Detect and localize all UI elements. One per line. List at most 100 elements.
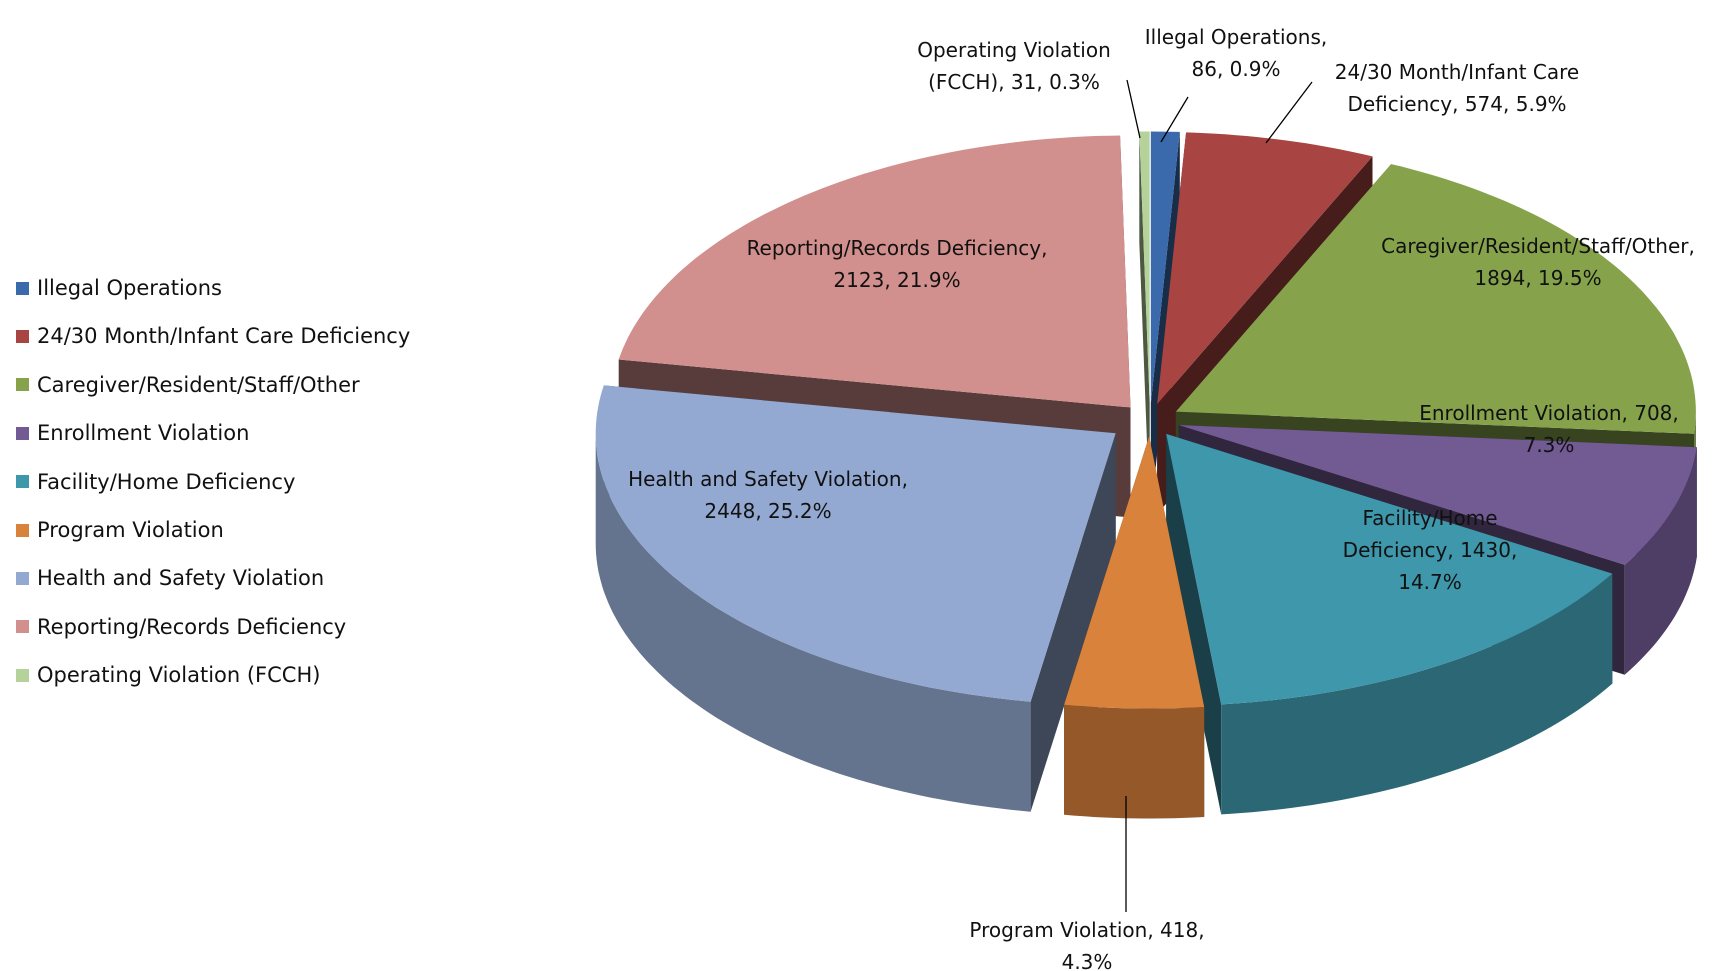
leader-line [1160, 96, 1189, 143]
label-sep: , [1621, 401, 1628, 425]
label-value: 418 [1160, 918, 1199, 942]
label-name: 24/30 Month/Infant Care Deficiency [1334, 60, 1580, 116]
legend-swatch [16, 475, 29, 489]
label-value: 86 [1191, 57, 1217, 81]
label-value: 2448 [704, 499, 756, 523]
label-sep: , [998, 70, 1005, 94]
label-percent: 0.9% [1229, 57, 1281, 81]
legend-label: Enrollment Violation [37, 421, 250, 446]
data-label: 24/30 Month/Infant Care Deficiency, 574,… [1307, 56, 1607, 120]
label-value: 31 [1010, 70, 1037, 94]
slice-cut-face [1166, 433, 1222, 815]
slice [1150, 131, 1180, 404]
legend-swatch [16, 281, 29, 295]
label-name: Reporting/Records Deficiency [746, 236, 1042, 260]
slice [1139, 131, 1150, 404]
legend-label: Health and Safety Violation [37, 566, 325, 591]
slice-side [1064, 704, 1205, 819]
label-sep: , [1503, 92, 1510, 116]
legend-swatch [16, 668, 29, 682]
legend-label: 24/30 Month/Infant Care Deficiency [37, 324, 411, 349]
data-label: Enrollment Violation, 708, 7.3% [1404, 397, 1694, 461]
label-sep: , [1320, 25, 1328, 49]
label-percent: 0.3% [1049, 70, 1100, 94]
label-sep: , [1198, 918, 1205, 942]
data-label: Health and Safety Violation, 2448, 25.2% [608, 463, 928, 527]
legend-label: Facility/Home Deficiency [37, 469, 296, 494]
label-sep: , [1510, 538, 1518, 562]
label-sep: , [901, 467, 908, 491]
label-sep: , [1672, 401, 1679, 425]
legend-label: Operating Violation (FCCH) [37, 663, 321, 688]
label-percent: 25.2% [768, 499, 832, 523]
slice-side [595, 433, 1031, 812]
legend-item: Illegal Operations [16, 276, 222, 300]
data-label: Facility/Home Deficiency, 1430, 14.7% [1330, 502, 1530, 598]
label-sep: , [884, 268, 891, 292]
label-sep: , [1688, 234, 1695, 258]
slice-cut-face [1139, 131, 1150, 514]
slice [1064, 436, 1205, 709]
label-sep: , [1452, 92, 1459, 116]
label-sep: , [1216, 57, 1224, 81]
label-name: Health and Safety Violation [628, 467, 902, 491]
label-name: Enrollment Violation [1419, 401, 1622, 425]
label-name: Program Violation [969, 918, 1148, 942]
legend-item: Program Violation [16, 518, 224, 542]
data-label: Program Violation, 418, 4.3% [947, 914, 1227, 971]
legend-swatch [16, 571, 29, 585]
label-sep: , [1041, 236, 1048, 260]
leader-line [1126, 79, 1141, 139]
label-percent: 5.9% [1515, 92, 1567, 116]
slice [1166, 433, 1613, 705]
label-sep: , [755, 499, 762, 523]
label-sep: , [1525, 266, 1532, 290]
legend-item: 24/30 Month/Infant Care Deficiency [16, 324, 410, 348]
label-percent: 19.5% [1538, 266, 1602, 290]
legend-swatch [16, 426, 29, 440]
label-sep: , [1036, 70, 1043, 94]
data-label: Operating Violation (FCCH), 31, 0.3% [904, 34, 1124, 98]
label-name: Caregiver/Resident/Staff/Other [1381, 234, 1689, 258]
legend-swatch [16, 523, 29, 537]
label-sep: , [1147, 918, 1154, 942]
label-name: Operating Violation (FCCH) [917, 38, 1111, 94]
slice [1178, 425, 1697, 565]
legend-label: Program Violation [37, 518, 224, 542]
legend-item: Enrollment Violation [16, 421, 249, 445]
legend-label: Caregiver/Resident/Staff/Other [37, 372, 360, 397]
legend-item: Facility/Home Deficiency [16, 470, 295, 494]
label-value: 708 [1634, 401, 1673, 425]
label-sep: , [1447, 538, 1454, 562]
legend-label: Illegal Operations [37, 276, 222, 300]
label-percent: 21.9% [897, 268, 961, 292]
label-percent: 7.3% [1523, 433, 1575, 457]
legend-item: Operating Violation (FCCH) [16, 663, 320, 687]
slice [1157, 132, 1373, 404]
label-value: 1894 [1474, 266, 1526, 290]
legend-item: Caregiver/Resident/Staff/Other [16, 373, 360, 397]
legend-label: Reporting/Records Deficiency [37, 614, 347, 639]
label-value: 2123 [833, 268, 885, 292]
data-label: Caregiver/Resident/Staff/Other, 1894, 19… [1363, 230, 1713, 294]
label-percent: 14.7% [1398, 570, 1462, 594]
legend-swatch [16, 378, 29, 392]
legend-item: Health and Safety Violation [16, 566, 324, 590]
legend-swatch [16, 620, 29, 634]
data-label: Reporting/Records Deficiency, 2123, 21.9… [732, 232, 1062, 296]
label-name: Illegal Operations [1144, 25, 1321, 49]
label-percent: 4.3% [1061, 950, 1113, 971]
leader-line [1265, 81, 1313, 144]
slice [618, 135, 1131, 408]
slice-side [1624, 447, 1697, 675]
slice [595, 385, 1116, 702]
label-value: 1430 [1460, 538, 1511, 562]
legend-item: Reporting/Records Deficiency [16, 615, 346, 639]
data-label: Illegal Operations, 86, 0.9% [1131, 21, 1341, 85]
legend-swatch [16, 329, 29, 343]
label-value: 574 [1464, 92, 1504, 116]
slice [1175, 164, 1696, 434]
label-name: Facility/Home Deficiency [1342, 506, 1498, 562]
